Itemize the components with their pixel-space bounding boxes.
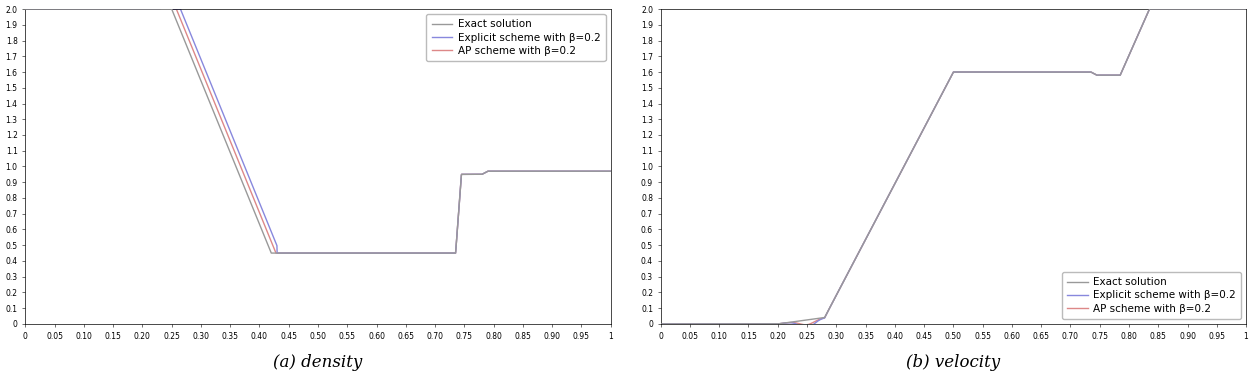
- Legend: Exact solution, Explicit scheme with β=0.2, AP scheme with β=0.2: Exact solution, Explicit scheme with β=0…: [426, 14, 606, 61]
- X-axis label: (a) density: (a) density: [273, 354, 362, 371]
- Legend: Exact solution, Explicit scheme with β=0.2, AP scheme with β=0.2: Exact solution, Explicit scheme with β=0…: [1062, 272, 1241, 319]
- X-axis label: (b) velocity: (b) velocity: [907, 354, 1001, 371]
